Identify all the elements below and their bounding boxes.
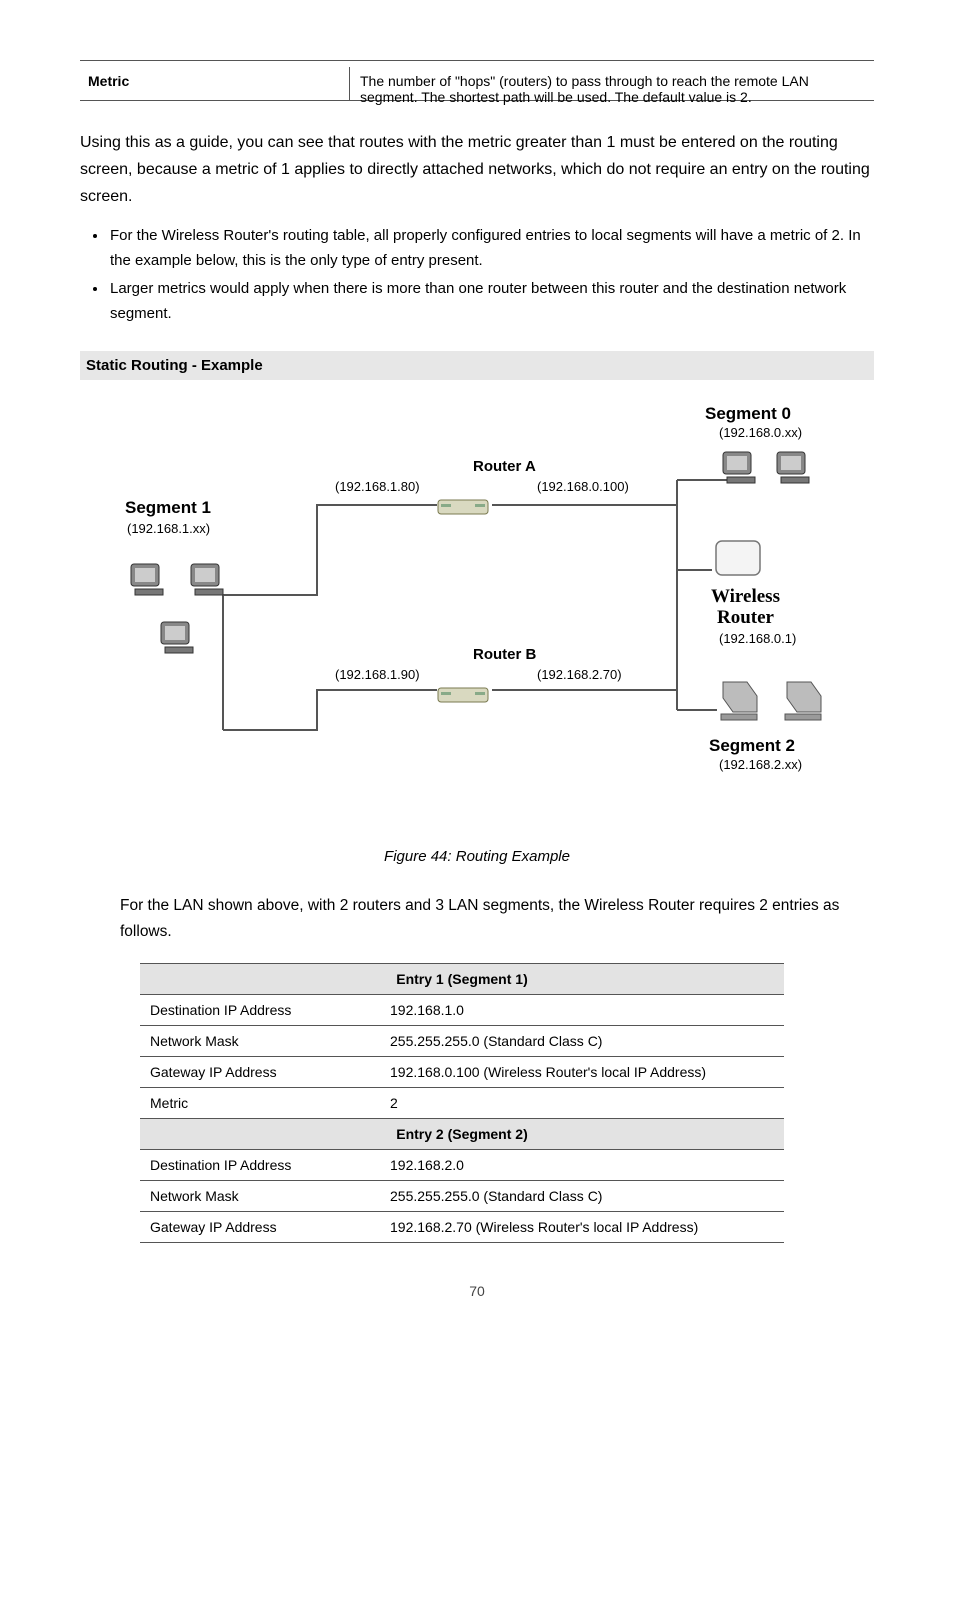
header-metric-label: Metric [80, 67, 350, 100]
wireless-router-ip: (192.168.0.1) [719, 632, 796, 647]
cell: Network Mask [140, 1026, 380, 1057]
table-row: Gateway IP Address192.168.0.100 (Wireles… [140, 1057, 784, 1088]
table-section-1: Entry 1 (Segment 1) [140, 964, 784, 995]
bullet-2: Larger metrics would apply when there is… [108, 276, 874, 327]
routerA-icon [437, 492, 489, 523]
cell: Destination IP Address [140, 995, 380, 1026]
bullet-1: For the Wireless Router's routing table,… [108, 223, 874, 274]
segment0-sub: (192.168.0.xx) [719, 426, 802, 441]
cell: 192.168.1.0 [380, 995, 784, 1026]
seg0-pc-icon [721, 450, 761, 489]
table-row: Network Mask255.255.255.0 (Standard Clas… [140, 1026, 784, 1057]
segment1-sub: (192.168.1.xx) [127, 522, 210, 537]
header-metric-desc: The number of "hops" (routers) to pass t… [350, 67, 874, 100]
network-diagram: Segment 0 (192.168.0.xx) Router A (192.1… [80, 410, 874, 830]
routerB-label: Router B [473, 646, 536, 663]
table-row: Destination IP Address192.168.1.0 [140, 995, 784, 1026]
cell: Gateway IP Address [140, 1057, 380, 1088]
table-row: Destination IP Address192.168.2.0 [140, 1150, 784, 1181]
segment0-title: Segment 0 [705, 404, 791, 424]
routing-table: Entry 1 (Segment 1) Destination IP Addre… [140, 963, 784, 1243]
cell: Metric [140, 1088, 380, 1119]
seg2-pc-icon-1 [717, 678, 763, 727]
segment2-sub: (192.168.2.xx) [719, 758, 802, 773]
page-number: 70 [80, 1283, 874, 1299]
routerB-right-ip: (192.168.2.70) [537, 668, 622, 683]
table-row: Network Mask255.255.255.0 (Standard Clas… [140, 1181, 784, 1212]
table-section-2: Entry 2 (Segment 2) [140, 1119, 784, 1150]
explanation-list: For the Wireless Router's routing table,… [108, 223, 874, 327]
divider [80, 60, 874, 61]
routerA-left-ip: (192.168.1.80) [335, 480, 420, 495]
intro-paragraph: Using this as a guide, you can see that … [80, 129, 874, 211]
seg0-pc-icon-2 [775, 450, 815, 489]
cell: 192.168.2.0 [380, 1150, 784, 1181]
cell: Network Mask [140, 1181, 380, 1212]
document-page: Metric The number of "hops" (routers) to… [0, 0, 954, 1339]
example-heading: Static Routing - Example [80, 351, 874, 380]
table-row: Gateway IP Address192.168.2.70 (Wireless… [140, 1212, 784, 1243]
cell: 192.168.0.100 (Wireless Router's local I… [380, 1057, 784, 1088]
cell: 192.168.2.70 (Wireless Router's local IP… [380, 1212, 784, 1243]
seg1-pc-icon-2 [189, 562, 229, 601]
cell: 2 [380, 1088, 784, 1119]
routerA-label: Router A [473, 458, 536, 475]
cell: Gateway IP Address [140, 1212, 380, 1243]
routerB-left-ip: (192.168.1.90) [335, 668, 420, 683]
header-row: Metric The number of "hops" (routers) to… [80, 67, 874, 101]
cell: 255.255.255.0 (Standard Class C) [380, 1026, 784, 1057]
seg2-pc-icon-2 [781, 678, 827, 727]
wireless-router-title: Wireless Router [711, 586, 780, 630]
cell: Destination IP Address [140, 1150, 380, 1181]
routerA-right-ip: (192.168.0.100) [537, 480, 629, 495]
after-figure-paragraph: For the LAN shown above, with 2 routers … [120, 893, 854, 946]
seg1-pc-icon-3 [159, 620, 199, 659]
wireless-router-icon [715, 540, 761, 579]
segment1-title: Segment 1 [125, 498, 211, 518]
figure-caption: Figure 44: Routing Example [80, 848, 874, 865]
header-block: Metric The number of "hops" (routers) to… [80, 60, 874, 101]
cell: 255.255.255.0 (Standard Class C) [380, 1181, 784, 1212]
seg1-pc-icon-1 [129, 562, 169, 601]
routerB-icon [437, 680, 489, 711]
table-row: Metric2 [140, 1088, 784, 1119]
segment2-title: Segment 2 [709, 736, 795, 756]
